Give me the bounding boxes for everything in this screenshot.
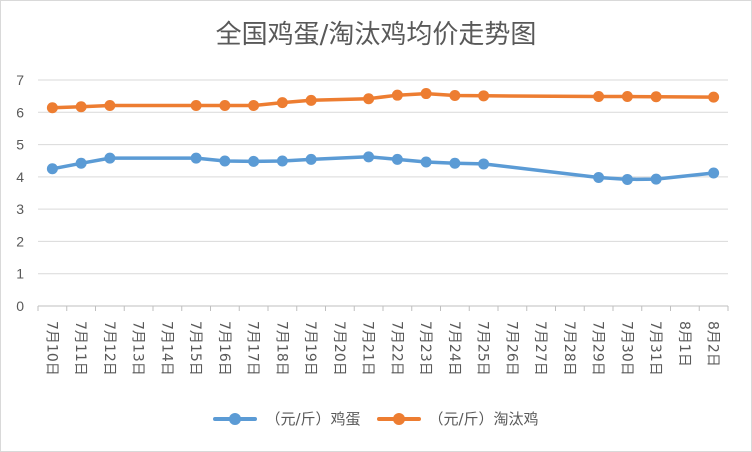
data-point (75, 157, 87, 169)
series-line-1 (50, 91, 716, 110)
x-tick-label: 8月1日 (676, 321, 692, 367)
x-tick-label: 7月26日 (503, 321, 519, 376)
x-tick-label: 7月22日 (388, 321, 404, 376)
legend-item-egg: （元/斤）鸡蛋 (213, 408, 361, 429)
data-point (190, 100, 202, 112)
x-tick-label: 7月14日 (158, 321, 174, 376)
data-point (248, 100, 260, 112)
y-tick-label: 7 (16, 72, 24, 88)
x-tick-label: 7月25日 (475, 321, 491, 376)
data-point (621, 90, 633, 102)
data-point (276, 97, 288, 109)
x-tick-label: 7月24日 (446, 321, 462, 376)
legend-label-culled-hen: （元/斤）淘汰鸡 (428, 410, 539, 428)
y-tick-label: 3 (16, 201, 24, 217)
data-point (305, 153, 317, 165)
chart-legend: （元/斤）鸡蛋 （元/斤）淘汰鸡 (0, 408, 752, 429)
data-point (650, 173, 662, 185)
data-point (478, 158, 490, 170)
x-tick-label: 7月23日 (417, 321, 433, 376)
x-tick-label: 7月12日 (101, 321, 117, 376)
data-point (104, 152, 116, 164)
legend-swatch-egg (213, 412, 258, 426)
legend-swatch-culled-hen (376, 412, 421, 426)
data-point (420, 88, 432, 100)
x-tick-label: 7月27日 (532, 321, 548, 376)
x-tick-label: 7月16日 (216, 321, 232, 376)
x-tick-label: 7月31日 (647, 321, 663, 376)
data-point (104, 100, 116, 112)
data-point (248, 155, 260, 167)
data-point (593, 90, 605, 102)
data-point (276, 155, 288, 167)
y-tick-label: 4 (16, 169, 24, 185)
data-point (420, 156, 432, 168)
data-point (305, 94, 317, 106)
data-point (449, 157, 461, 169)
x-tick-label: 7月17日 (245, 321, 261, 376)
data-point (363, 151, 375, 163)
data-point (593, 172, 605, 184)
x-tick-label: 7月15日 (187, 321, 203, 376)
data-point (708, 167, 720, 179)
x-tick-label: 7月21日 (360, 321, 376, 376)
series-line-0 (50, 155, 716, 182)
chart-title: 全国鸡蛋/淘汰鸡均价走势图 (215, 20, 537, 50)
data-point (46, 163, 58, 175)
y-tick-label: 6 (16, 104, 24, 120)
data-point (650, 91, 662, 103)
data-point (219, 155, 231, 167)
data-point (621, 173, 633, 185)
data-point (46, 102, 58, 114)
y-tick-label: 1 (16, 266, 24, 282)
data-point (449, 89, 461, 101)
data-point (391, 153, 403, 165)
data-point (708, 91, 720, 103)
y-tick-label: 2 (16, 233, 24, 249)
x-tick-label: 7月19日 (302, 321, 318, 376)
y-tick-label: 0 (16, 298, 24, 314)
data-point (190, 152, 202, 164)
x-tick-label: 7月30日 (618, 321, 634, 376)
x-tick-label: 7月29日 (590, 321, 606, 376)
x-tick-label: 7月20日 (331, 321, 347, 376)
legend-label-egg: （元/斤）鸡蛋 (265, 410, 361, 428)
data-point (391, 89, 403, 101)
y-tick-label: 5 (16, 137, 24, 153)
data-point (478, 90, 490, 102)
x-tick-label: 7月28日 (561, 321, 577, 376)
x-tick-label: 7月13日 (130, 321, 146, 376)
legend-item-culled-hen: （元/斤）淘汰鸡 (376, 408, 539, 429)
x-tick-label: 7月11日 (72, 321, 88, 376)
x-tick-label: 7月10日 (43, 321, 59, 376)
x-tick-label: 8月2日 (705, 321, 721, 367)
data-point (219, 100, 231, 112)
data-point (363, 93, 375, 105)
data-point (75, 101, 87, 113)
x-tick-label: 7月18日 (273, 321, 289, 376)
